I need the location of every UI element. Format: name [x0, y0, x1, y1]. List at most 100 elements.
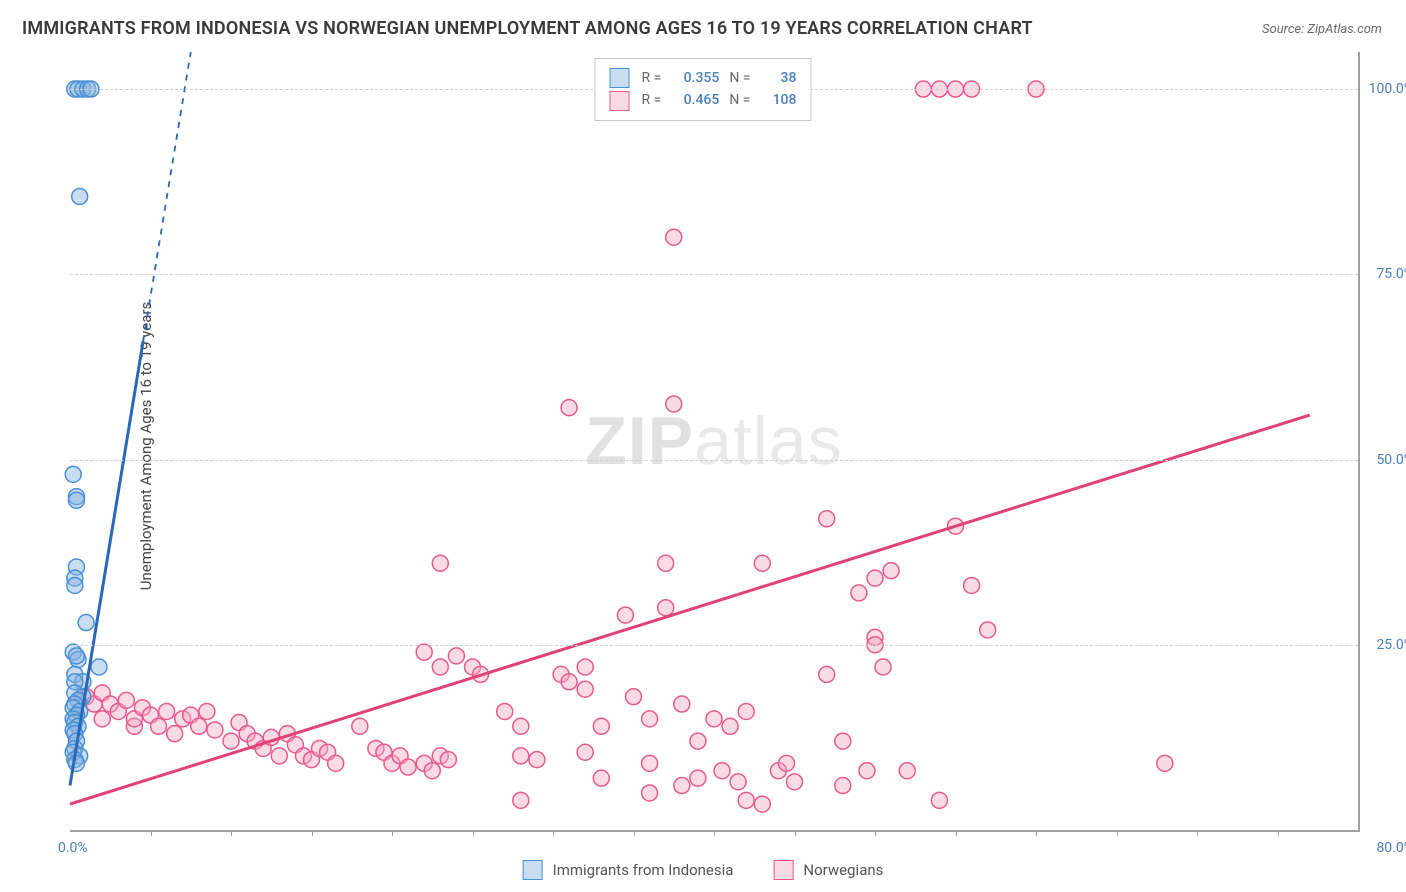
legend-label-pink: Norwegians	[803, 861, 883, 879]
legend-r-value-blue: 0.355	[671, 67, 719, 89]
x-tick	[795, 830, 796, 836]
data-point-pink	[931, 792, 947, 808]
data-point-pink	[424, 763, 440, 779]
data-point-pink	[151, 718, 167, 734]
legend-swatch-pink	[610, 91, 630, 111]
x-tick	[231, 830, 232, 836]
data-point-pink	[191, 718, 207, 734]
data-point-pink	[964, 577, 980, 593]
legend-n-value-pink: 108	[760, 89, 796, 111]
data-point-pink	[738, 792, 754, 808]
data-point-pink	[722, 718, 738, 734]
x-tick	[312, 830, 313, 836]
gridline	[70, 460, 1358, 461]
data-point-pink	[593, 770, 609, 786]
data-point-pink	[94, 711, 110, 727]
source-label: Source: ZipAtlas.com	[1262, 22, 1382, 37]
data-point-blue	[68, 648, 84, 664]
data-point-pink	[223, 733, 239, 749]
data-point-pink	[448, 648, 464, 664]
legend-swatch-blue-icon	[523, 860, 543, 880]
data-point-pink	[561, 400, 577, 416]
legend-n-value-blue: 38	[760, 67, 796, 89]
legend-n-label: N =	[729, 89, 750, 111]
data-point-pink	[674, 696, 690, 712]
legend-series: Immigrants from Indonesia Norwegians	[523, 860, 884, 880]
data-point-blue	[67, 577, 83, 593]
trend-line-pink	[70, 415, 1310, 804]
data-point-pink	[867, 570, 883, 586]
x-tick	[553, 830, 554, 836]
data-point-pink	[714, 763, 730, 779]
x-axis-max-label: 80.0%	[1376, 840, 1406, 856]
data-point-pink	[674, 778, 690, 794]
data-point-pink	[875, 659, 891, 675]
data-point-pink	[626, 689, 642, 705]
data-point-pink	[690, 770, 706, 786]
data-point-blue	[65, 466, 81, 482]
legend-row-blue: R = 0.355 N = 38	[610, 67, 797, 89]
data-point-pink	[513, 748, 529, 764]
x-tick	[714, 830, 715, 836]
gridline	[70, 645, 1358, 646]
data-point-pink	[730, 774, 746, 790]
data-point-pink	[561, 674, 577, 690]
legend-label-blue: Immigrants from Indonesia	[553, 861, 734, 879]
data-point-pink	[666, 229, 682, 245]
data-point-pink	[980, 622, 996, 638]
data-point-pink	[432, 659, 448, 675]
data-point-pink	[642, 711, 658, 727]
legend-n-label: N =	[729, 67, 750, 89]
gridline	[70, 274, 1358, 275]
data-point-pink	[819, 511, 835, 527]
data-point-pink	[400, 759, 416, 775]
data-point-pink	[577, 659, 593, 675]
data-point-pink	[883, 563, 899, 579]
data-point-pink	[642, 785, 658, 801]
x-tick	[875, 830, 876, 836]
x-tick	[634, 830, 635, 836]
legend-r-label: R =	[642, 89, 662, 111]
legend-item-pink: Norwegians	[773, 860, 883, 880]
data-point-pink	[207, 722, 223, 738]
data-point-pink	[352, 718, 368, 734]
data-point-pink	[859, 763, 875, 779]
data-point-pink	[642, 755, 658, 771]
x-axis-min-label: 0.0%	[58, 840, 88, 856]
data-point-pink	[513, 718, 529, 734]
data-point-pink	[666, 396, 682, 412]
data-point-pink	[819, 666, 835, 682]
data-point-pink	[658, 555, 674, 571]
data-point-pink	[440, 752, 456, 768]
data-point-pink	[513, 792, 529, 808]
data-point-pink	[432, 555, 448, 571]
data-point-pink	[529, 752, 545, 768]
y-tick-label: 75.0%	[1376, 266, 1406, 282]
data-point-pink	[167, 726, 183, 742]
data-point-pink	[787, 774, 803, 790]
data-point-pink	[835, 778, 851, 794]
legend-row-pink: R = 0.465 N = 108	[610, 89, 797, 111]
legend-correlation-box: R = 0.355 N = 38 R = 0.465 N = 108	[595, 58, 812, 121]
legend-r-label: R =	[642, 67, 662, 89]
data-point-pink	[577, 744, 593, 760]
data-point-pink	[706, 711, 722, 727]
data-point-pink	[118, 692, 134, 708]
chart-title: IMMIGRANTS FROM INDONESIA VS NORWEGIAN U…	[22, 18, 1033, 39]
data-point-pink	[778, 755, 794, 771]
y-tick-label: 25.0%	[1376, 637, 1406, 653]
data-point-pink	[754, 555, 770, 571]
data-point-pink	[159, 703, 175, 719]
data-point-blue	[68, 492, 84, 508]
data-point-pink	[199, 703, 215, 719]
data-point-pink	[1157, 755, 1173, 771]
legend-swatch-blue	[610, 68, 630, 88]
data-point-pink	[497, 703, 513, 719]
data-point-pink	[690, 733, 706, 749]
x-tick	[1036, 830, 1037, 836]
data-point-blue	[68, 755, 84, 771]
data-point-pink	[593, 718, 609, 734]
data-point-blue	[91, 659, 107, 675]
data-point-pink	[738, 703, 754, 719]
data-point-pink	[328, 755, 344, 771]
